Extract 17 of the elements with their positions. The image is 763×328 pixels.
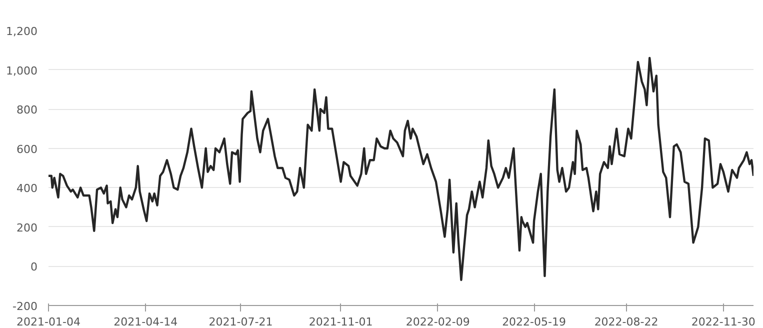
x-tick-label: 2022-11-30 <box>691 316 756 328</box>
y-tick-label: -200 <box>12 300 38 313</box>
y-tick-label: 400 <box>16 182 38 196</box>
y-tick-label: 800 <box>16 104 38 117</box>
y-tick-label: 600 <box>16 142 38 156</box>
y-tick-label: 1,200 <box>6 25 38 38</box>
x-tick-label: 2021-01-04 <box>16 316 80 328</box>
y-tick-label: 1,000 <box>6 64 38 78</box>
x-tick-label: 2021-11-01 <box>308 316 373 328</box>
y-tick-label: 200 <box>16 221 38 234</box>
x-tick-label: 2021-07-21 <box>208 316 273 328</box>
x-tick-label: 2021-04-14 <box>114 316 178 328</box>
line-series <box>48 56 754 282</box>
x-tick-label: 2022-05-19 <box>502 316 566 328</box>
x-tick-label: 2022-08-22 <box>594 316 658 328</box>
x-tick-label: 2022-02-09 <box>406 316 470 328</box>
y-tick-label: 0 <box>30 260 38 274</box>
